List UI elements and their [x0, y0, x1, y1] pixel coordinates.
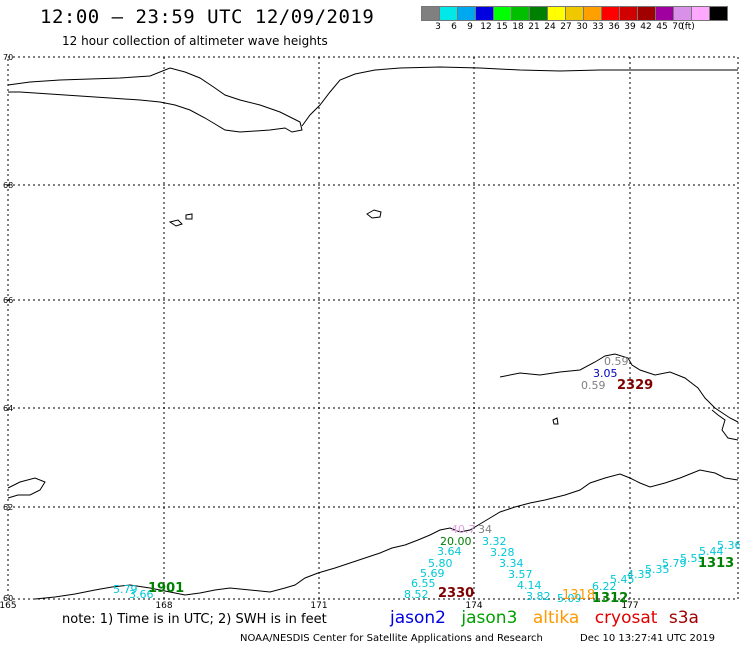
coastline — [7, 66, 739, 600]
lat-label-66: 66 — [3, 296, 14, 305]
obs-value: 5.80 — [428, 557, 453, 570]
credit-line: NOAA/NESDIS Center for Satellite Applica… — [240, 633, 543, 644]
seward-peninsula — [499, 353, 739, 423]
map-frame — [7, 56, 739, 600]
island-small-3 — [366, 209, 382, 219]
obs-value: 5.55 — [680, 552, 705, 565]
lat-label-68: 68 — [3, 181, 14, 190]
obs-time-label: 1312 — [592, 591, 629, 606]
yukon-delta-coast — [34, 469, 739, 600]
obs-value: 3.28 — [490, 546, 515, 559]
obs-value: 5.69 — [420, 567, 445, 580]
color-scale-label: 6 — [451, 22, 457, 32]
obs-value: 5.79 — [113, 583, 138, 596]
obs-value: 5.45 — [610, 573, 635, 586]
lon-label-177: 177 — [621, 601, 639, 611]
color-scale-legend — [421, 6, 728, 21]
lat-label-64: 64 — [3, 404, 14, 413]
obs-value: 5.79 — [662, 557, 687, 570]
color-scale-label: 45 — [656, 22, 668, 32]
alaska-peninsula-left — [7, 477, 46, 499]
obs-time-label: 1901 — [148, 581, 185, 596]
satellite-jason3: jason3 — [461, 608, 518, 628]
color-scale-label: 70 — [672, 22, 684, 32]
obs-value: 3.82 — [526, 590, 551, 603]
obs-value: 3.34 — [499, 557, 524, 570]
color-scale-label: (ft) — [681, 22, 695, 32]
obs-value: 4.14 — [517, 579, 542, 592]
northern-coastline-east — [301, 66, 738, 127]
color-scale-label: 18 — [512, 22, 524, 32]
color-scale-label: 30 — [576, 22, 588, 32]
obs-time-label: 1313 — [698, 556, 735, 571]
color-scale-labels: 3 6 9 12 15 18 21 24 27 30 33 36 39 42 45 70 (ft) — [422, 22, 740, 34]
color-scale-label: 9 — [467, 22, 473, 32]
generation-timestamp: Dec 10 13:27:41 UTC 2019 — [580, 633, 715, 644]
island-small-1 — [168, 219, 183, 227]
color-scale-label: 3 — [435, 22, 441, 32]
obs-value: 6.22 — [592, 580, 617, 593]
color-scale-label: 21 — [528, 22, 540, 32]
color-scale-label: 15 — [496, 22, 508, 32]
color-scale-label: 33 — [592, 22, 604, 32]
obs-value: 40.7 — [451, 523, 476, 536]
color-scale-label: 36 — [608, 22, 620, 32]
color-scale-label: 39 — [624, 22, 636, 32]
obs-value: 3.57 — [508, 568, 533, 581]
obs-value: 0.59 — [581, 379, 606, 392]
obs-value: 6.55 — [411, 577, 436, 590]
satellite-legend: jason2 jason3 altika cryosat s3a — [390, 608, 709, 628]
norton-sound-coast — [711, 409, 739, 441]
obs-value: 3.66 — [129, 588, 154, 601]
obs-value: 3.64 — [437, 545, 462, 558]
satellite-jason2: jason2 — [390, 608, 446, 628]
obs-value: 3.05 — [593, 367, 618, 380]
obs-value: 5.44 — [699, 545, 724, 558]
map-title: 12:00 – 23:59 UTC 12/09/2019 — [40, 6, 375, 28]
graticule — [8, 57, 738, 599]
footer-note: note: 1) Time is in UTC; 2) SWH is in fe… — [62, 612, 327, 627]
map-subtitle: 12 hour collection of altimeter wave hei… — [62, 34, 328, 48]
obs-value: 3.32 — [482, 535, 507, 548]
color-scale-swatch — [709, 6, 728, 21]
lon-label-174: 174 — [465, 601, 483, 611]
lon-label-165: 165 — [0, 601, 17, 611]
lat-label-62: 62 — [3, 503, 14, 512]
lat-label-70: 70 — [3, 53, 14, 62]
obs-value: 5.35 — [645, 563, 670, 576]
lon-label-171: 171 — [310, 601, 328, 611]
color-scale-label: 27 — [560, 22, 572, 32]
obs-value: 20.00 — [440, 535, 472, 548]
obs-value: 34 — [478, 523, 492, 536]
obs-value: 8.52 — [404, 588, 429, 601]
lon-label-168: 168 — [155, 601, 173, 611]
island-small-2 — [185, 213, 193, 220]
satellite-cryosat: cryosat — [594, 608, 658, 628]
satellite-altika: altika — [532, 608, 580, 628]
obs-value: 4.35 — [627, 568, 652, 581]
obs-value: 0.59 — [604, 355, 629, 368]
color-scale-label: 12 — [480, 22, 492, 32]
satellite-s3a: s3a — [668, 608, 699, 628]
island-st-lawrence — [552, 417, 559, 425]
obs-time-label: 2329 — [617, 378, 654, 393]
obs-time-label: 2330 — [438, 586, 475, 601]
northern-coastline — [7, 67, 303, 133]
lat-label-60: 60 — [3, 594, 14, 603]
color-scale-label: 24 — [544, 22, 556, 32]
obs-value: 5.36 — [717, 539, 740, 552]
color-scale-label: 42 — [640, 22, 652, 32]
obs-time-label: 1318 — [562, 588, 596, 603]
obs-value: 5.09 — [557, 592, 582, 605]
